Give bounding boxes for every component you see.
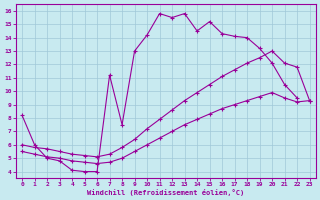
X-axis label: Windchill (Refroidissement éolien,°C): Windchill (Refroidissement éolien,°C)	[87, 189, 244, 196]
